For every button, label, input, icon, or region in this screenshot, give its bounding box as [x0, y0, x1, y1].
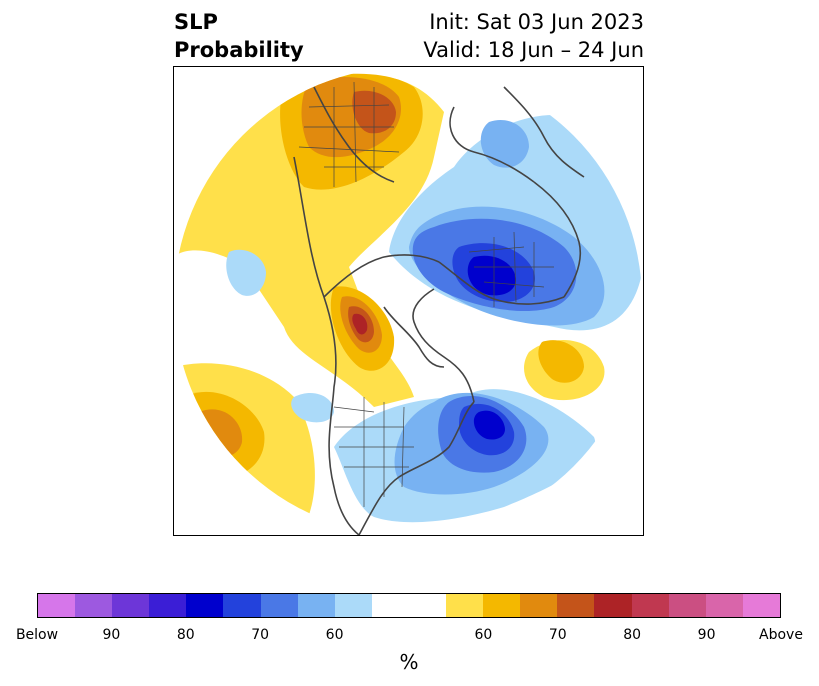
colorbar-segment [186, 594, 224, 617]
colorbar-segment [557, 594, 595, 617]
anomaly-contour [467, 255, 516, 296]
coastline [503, 86, 585, 178]
coastline [293, 156, 360, 535]
colorbar-segment [705, 594, 743, 617]
borders [298, 81, 554, 507]
date-info: Init: Sat 03 Jun 2023 Valid: 18 Jun – 24… [423, 8, 644, 64]
anomaly-contour [226, 249, 266, 296]
colorbar-segment [520, 594, 558, 617]
colorbar-tick-label: Above [759, 627, 803, 643]
coastline [383, 306, 445, 368]
colorbar-segment [149, 594, 187, 617]
colorbar-segment [742, 594, 780, 617]
coastline [358, 401, 475, 535]
init-date: Init: Sat 03 Jun 2023 [429, 10, 644, 34]
colorbar-tick-label: 60 [474, 627, 493, 643]
colorbar-segment [631, 594, 669, 617]
colorbar-tick-label: 70 [251, 627, 270, 643]
colorbar-segment [38, 594, 76, 617]
chart-title: SLP Probability [174, 8, 304, 64]
colorbar-segment [223, 594, 261, 617]
coastline [333, 81, 375, 187]
coastline [298, 104, 400, 168]
coastline [363, 397, 405, 507]
colorbar-tick-label: 80 [623, 627, 642, 643]
colorbar-segment [75, 594, 113, 617]
coastline [533, 181, 582, 298]
probability-map [173, 66, 644, 536]
coastline [333, 406, 414, 468]
coastline [323, 254, 440, 298]
anomaly-contour [291, 392, 334, 423]
anomaly-contour [538, 340, 584, 383]
map-svg [174, 73, 642, 535]
colorbar-segment [408, 594, 447, 617]
colorbar-tick-label: Below [15, 627, 59, 643]
coastline [449, 106, 535, 183]
colorbar-segment [334, 594, 372, 617]
colorbar-segment [483, 594, 521, 617]
colorbar-segment [371, 594, 409, 617]
coastline [412, 288, 475, 403]
colorbar-tick-label: 80 [176, 627, 195, 643]
anomaly-contour [352, 313, 368, 335]
coastlines [293, 86, 585, 535]
colorbar-tick-label: 60 [325, 627, 344, 643]
valid-range: Valid: 18 Jun – 24 Jun [423, 38, 644, 62]
title-line-2: Probability [174, 38, 304, 62]
colorbar-segment [446, 594, 484, 617]
colorbar-tick-label: 90 [102, 627, 121, 643]
colorbar [37, 593, 781, 618]
coastline [493, 231, 535, 307]
anomaly-contour [480, 119, 529, 168]
colorbar-unit: % [399, 650, 419, 674]
colorbar-segment [668, 594, 706, 617]
anomaly-contour [473, 410, 505, 440]
anomaly-field [174, 73, 642, 535]
colorbar-segment [112, 594, 150, 617]
colorbar-segment [260, 594, 298, 617]
colorbar-segment [594, 594, 632, 617]
colorbar-segment [297, 594, 335, 617]
title-line-1: SLP [174, 10, 218, 34]
colorbar-tick-label: 90 [697, 627, 716, 643]
coastline [313, 86, 395, 183]
colorbar-tick-label: 70 [548, 627, 567, 643]
